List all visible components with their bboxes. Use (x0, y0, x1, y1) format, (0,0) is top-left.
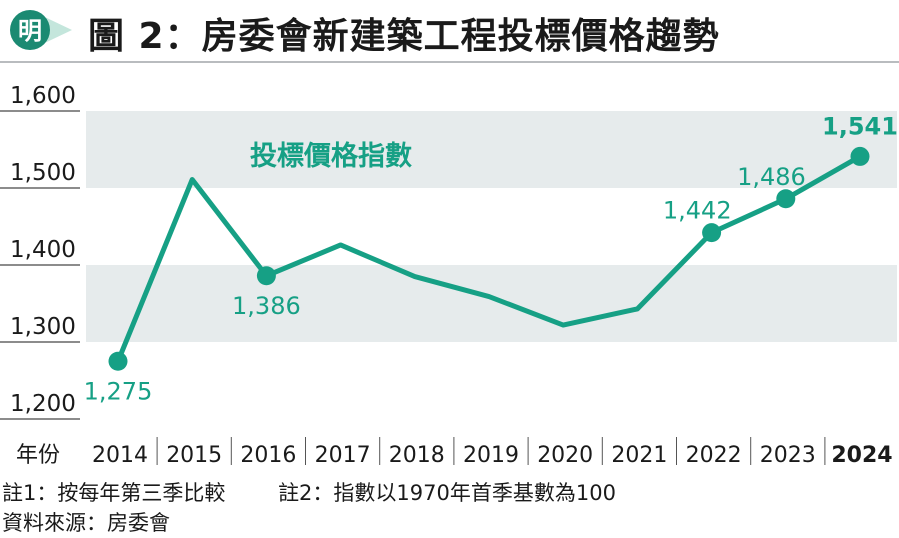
chart-title: 投標價格指數 (250, 141, 412, 172)
data-label-2014: 1,275 (84, 377, 153, 405)
y-tick-label-1200: 1,200 (10, 391, 76, 417)
header: 明 圖 2：房委會新建築工程投標價格趨勢 (0, 0, 899, 60)
logo-text: 明 (18, 17, 42, 45)
grid-band-1 (86, 111, 897, 188)
y-tick-label-1400: 1,400 (10, 237, 76, 263)
line-chart: 1,200 1,300 1,400 1,500 1,600 投標價格指數 1,275 1,38… (0, 83, 898, 468)
x-tick-label-2020: 2020 (537, 443, 593, 468)
y-tick-label-1500: 1,500 (10, 160, 76, 186)
data-label-2023: 1,486 (737, 163, 806, 191)
x-tick-label-2021: 2021 (611, 443, 667, 468)
data-point-2023 (776, 189, 796, 209)
data-point-2022 (702, 223, 722, 243)
footnote-2: 註2：指數以1970年首季基數為100 (278, 481, 616, 505)
series-line (115, 153, 863, 364)
x-tick-label-2016: 2016 (240, 443, 296, 468)
data-point-2016 (256, 266, 276, 286)
ming-pao-logo: 明 (8, 8, 74, 52)
data-label-2022: 1,442 (663, 197, 732, 225)
source-note: 資料來源：房委會 (2, 511, 170, 535)
grid-band-0 (86, 265, 897, 342)
x-tick-label-2023: 2023 (760, 443, 816, 468)
logo-circle (10, 10, 50, 50)
page-title: 圖 2：房委會新建築工程投標價格趨勢 (88, 16, 720, 57)
header-divider (0, 61, 899, 63)
x-tick-label-2019: 2019 (463, 443, 519, 468)
y-tick-label-1600: 1,600 (10, 83, 76, 109)
data-point-2014 (108, 351, 128, 371)
x-tick-label-2022: 2022 (686, 443, 742, 468)
data-label-2016: 1,386 (232, 292, 301, 320)
x-tick-label-2014: 2014 (92, 443, 148, 468)
footnotes: 註1：按每年第三季比較 註2：指數以1970年首季基數為100 資料來源：房委會 (2, 478, 616, 538)
x-tick-label-2024: 2024 (831, 443, 892, 468)
x-tick-label-2015: 2015 (166, 443, 222, 468)
footnote-1: 註1：按每年第三季比較 (2, 481, 226, 505)
x-axis-label: 年份 (16, 443, 60, 468)
x-tick-label-2018: 2018 (389, 443, 445, 468)
x-tick-label-2017: 2017 (315, 443, 371, 468)
data-label-2024: 1,541 (822, 112, 898, 140)
y-tick-label-1300: 1,300 (10, 314, 76, 340)
data-point-2024 (850, 146, 870, 166)
